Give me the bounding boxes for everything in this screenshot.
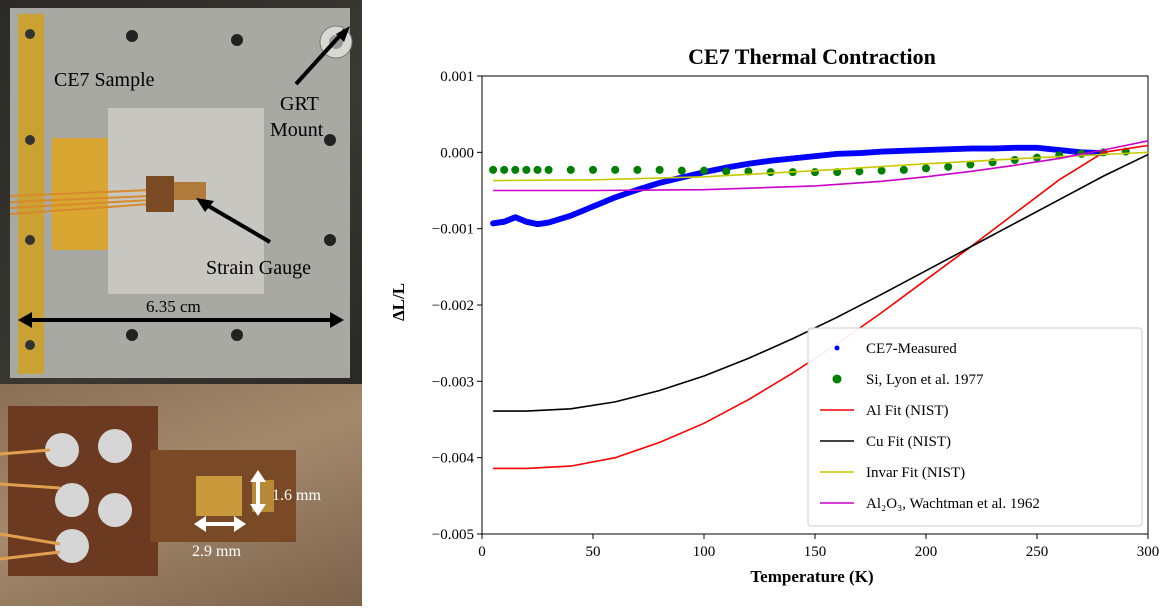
y-tick-label: 0.001 xyxy=(440,69,474,85)
solder-pad xyxy=(55,483,89,517)
screw-hole xyxy=(324,234,336,246)
y-tick-label: −0.003 xyxy=(432,374,474,390)
lead-wires xyxy=(9,189,151,215)
x-axis-label: Temperature (K) xyxy=(750,567,873,586)
solder-pad xyxy=(55,529,89,563)
series-marker xyxy=(522,165,531,174)
sample-photo: CE7 Sample GRT Mount Strain Gauge 6.35 c… xyxy=(0,0,362,384)
series-marker xyxy=(944,162,953,171)
x-tick-label: 100 xyxy=(693,544,716,560)
series-marker xyxy=(922,164,930,173)
y-tick-label: −0.005 xyxy=(432,527,474,543)
series-marker xyxy=(566,165,575,174)
sample-photo-drawing: CE7 Sample GRT Mount Strain Gauge 6.35 c… xyxy=(9,8,353,378)
legend-box xyxy=(807,327,1143,527)
x-tick-label: 200 xyxy=(915,544,938,560)
series-marker xyxy=(744,167,753,176)
series-marker xyxy=(766,168,775,177)
series-marker xyxy=(489,165,498,174)
screw-hole xyxy=(126,30,138,42)
gauge-closeup-drawing: 1.6 mm 2.9 mm xyxy=(0,406,321,576)
screw-hole xyxy=(324,134,336,146)
series-group xyxy=(489,140,1148,470)
thermal-contraction-chart: CE7 Thermal Contraction Temperature (K) … xyxy=(389,44,1159,586)
strain-arrow xyxy=(203,202,272,244)
grt-arrow-head xyxy=(336,26,350,42)
gauge-width-arrow-head-left xyxy=(194,516,206,532)
series-marker xyxy=(700,166,708,175)
height-arrow-head-top xyxy=(250,470,266,482)
screw-hole xyxy=(25,29,35,39)
x-tick-label: 150 xyxy=(804,544,827,560)
screw-hole xyxy=(25,340,35,350)
strain-gauge-grid xyxy=(174,182,206,200)
series-marker xyxy=(544,165,553,174)
screw-hole xyxy=(231,34,243,46)
width-arrow-head-right xyxy=(330,312,344,328)
grt-label-line2: Mount xyxy=(270,119,324,141)
series-marker xyxy=(966,160,975,169)
y-tick-label: 0.000 xyxy=(440,145,474,161)
series-marker xyxy=(877,166,886,175)
gauge-wires xyxy=(0,448,61,561)
legend-entry-label: Al Fit (NIST) xyxy=(866,403,949,419)
series-marker xyxy=(811,168,819,177)
series-marker xyxy=(611,165,620,174)
gauge-width-label: 2.9 mm xyxy=(192,543,241,560)
screw-hole xyxy=(126,329,138,341)
gauge-grid xyxy=(196,476,242,516)
legend-entry-label: Si, Lyon et al. 1977 xyxy=(866,372,984,388)
series-marker xyxy=(855,167,864,176)
legend-entry-label: CE7-Measured xyxy=(866,341,957,357)
screw-hole xyxy=(231,329,243,341)
x-tick-label: 0 xyxy=(478,544,486,560)
strain-gauge xyxy=(146,176,174,212)
series-line xyxy=(493,140,1148,192)
series-marker xyxy=(1010,155,1019,164)
screw-hole xyxy=(25,135,35,145)
series-marker xyxy=(589,165,597,174)
y-tick-label: −0.001 xyxy=(432,222,474,238)
legend-entry-label: Invar Fit (NIST) xyxy=(866,465,965,481)
chart-title: CE7 Thermal Contraction xyxy=(688,44,936,69)
height-label: 1.6 mm xyxy=(272,487,321,504)
x-tick-label: 250 xyxy=(1026,544,1049,560)
screw-hole xyxy=(25,235,35,245)
strain-arrow-head xyxy=(196,198,214,212)
series-marker xyxy=(899,165,908,174)
width-arrow-head-left xyxy=(18,312,32,328)
width-label: 6.35 cm xyxy=(146,297,201,316)
series-marker xyxy=(533,165,542,174)
y-tick-label: −0.004 xyxy=(432,451,475,467)
legend-entry-label: Al₂O₃, Wachtman et al. 1962 xyxy=(866,496,1040,512)
legend-entry-label: Cu Fit (NIST) xyxy=(866,434,951,450)
series-marker xyxy=(500,165,509,174)
grt-label-line1: GRT xyxy=(280,93,319,115)
gauge-width-arrow-head-right xyxy=(234,516,246,532)
series-line xyxy=(493,151,1148,182)
solder-pad xyxy=(45,433,79,467)
x-tick-label: 50 xyxy=(586,544,601,560)
series-marker xyxy=(677,166,686,175)
x-tick-label: 300 xyxy=(1137,544,1160,560)
legend-marker-swatch xyxy=(832,374,842,384)
y-tick-label: −0.002 xyxy=(432,298,474,314)
plot-area: 0 50 100 150 200 250 300 0.001 0.000 −0.001 −0.002… xyxy=(432,69,1159,560)
series-marker xyxy=(633,165,642,174)
sample-label: CE7 Sample xyxy=(54,69,155,91)
height-arrow-head-bottom xyxy=(250,504,266,516)
legend: CE7-Measured Si, Lyon et al. 1977 Al Fit (… xyxy=(807,327,1143,527)
grt-arrow xyxy=(294,28,347,86)
legend-point-swatch xyxy=(834,345,840,351)
strain-label: Strain Gauge xyxy=(206,257,311,279)
series-marker xyxy=(511,165,520,174)
y-axis-label: ΔL/L xyxy=(389,283,408,321)
solder-pad xyxy=(98,429,132,463)
solder-pad xyxy=(98,493,132,527)
gauge-closeup-photo: 1.6 mm 2.9 mm xyxy=(0,384,362,606)
series-marker xyxy=(655,165,664,174)
series-marker xyxy=(722,167,731,176)
